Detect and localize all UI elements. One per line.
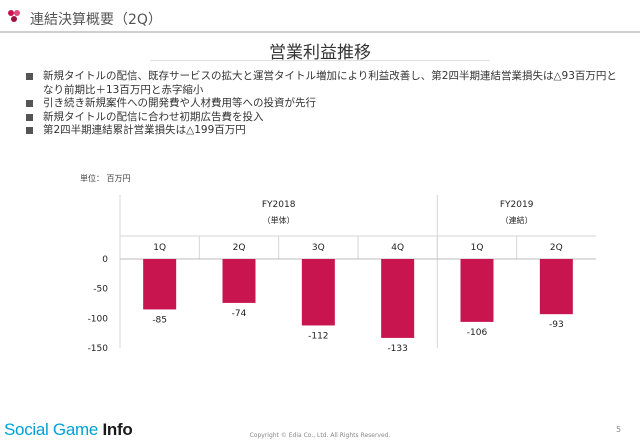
category-label: 1Q [153,243,166,253]
bullet-square-icon [26,113,33,121]
bar [143,259,177,310]
bullet-item: 新規タイトルの配信に合わせ初期広告費を投入 [26,111,626,125]
title-divider [150,60,490,61]
brand-text-bold: Info [102,420,133,439]
y-tick-label: -150 [88,344,109,354]
bar [460,259,494,322]
group-sublabel: （単体） [263,215,295,225]
category-label: 3Q [312,243,325,253]
bullet-text: 引き続き新規案件への開発費や人材費用等への投資が先行 [43,97,316,109]
bullet-square-icon [26,73,33,80]
bar-value-label: -112 [308,331,328,341]
y-tick-label: 0 [102,255,108,265]
header-title: 連結決算概要（2Q） [30,12,162,28]
bar [222,259,256,303]
group-label: FY2019 [500,200,534,210]
category-label: 4Q [391,243,404,253]
bullet-list: 新規タイトルの配信、既存サービスの拡大と運営タイトル増加により利益改善し、第2四… [26,70,626,138]
category-label: 2Q [233,243,246,253]
bar-value-label: -93 [549,320,564,330]
bar-value-label: -74 [232,309,247,319]
bullet-item: 新規タイトルの配信、既存サービスの拡大と運営タイトル増加により利益改善し、第2四… [26,70,626,97]
slide-title: 営業利益推移 [269,43,371,63]
footer-brand: Social Game Info [4,420,133,440]
brand-text: Social Game [4,420,103,439]
bar-value-label: -133 [387,344,407,354]
bar-value-label: -106 [467,328,488,338]
bullet-text: 第2四半期連結累計営業損失は△199百万円 [43,124,246,136]
bullet-square-icon [26,100,33,107]
group-label: FY2018 [262,200,296,210]
header-divider [0,31,640,33]
unit-label: 単位： 百万円 [80,174,131,183]
bar [301,259,335,326]
bullet-item: 第2四半期連結累計営業損失は△199百万円 [26,124,626,138]
bar [539,259,573,315]
bullet-text: 新規タイトルの配信、既存サービスの拡大と運営タイトル増加により利益改善し、第2四… [43,70,617,96]
logo-icon [8,10,20,22]
category-label: 1Q [471,243,484,253]
bullet-square-icon [26,127,33,134]
group-sublabel: （連結） [501,215,533,225]
bar-value-label: -85 [152,315,167,325]
y-tick-label: -50 [93,285,108,295]
category-label: 2Q [550,243,563,253]
bar [381,259,415,338]
bullet-item: 引き続き新規案件への開発費や人材費用等への投資が先行 [26,97,626,111]
bullet-text: 新規タイトルの配信に合わせ初期広告費を投入 [43,110,264,123]
copyright: Copyright © Edia Co., Ltd. All Rights Re… [249,432,391,439]
page-number: 5 [616,425,622,434]
y-tick-label: -100 [88,314,109,324]
